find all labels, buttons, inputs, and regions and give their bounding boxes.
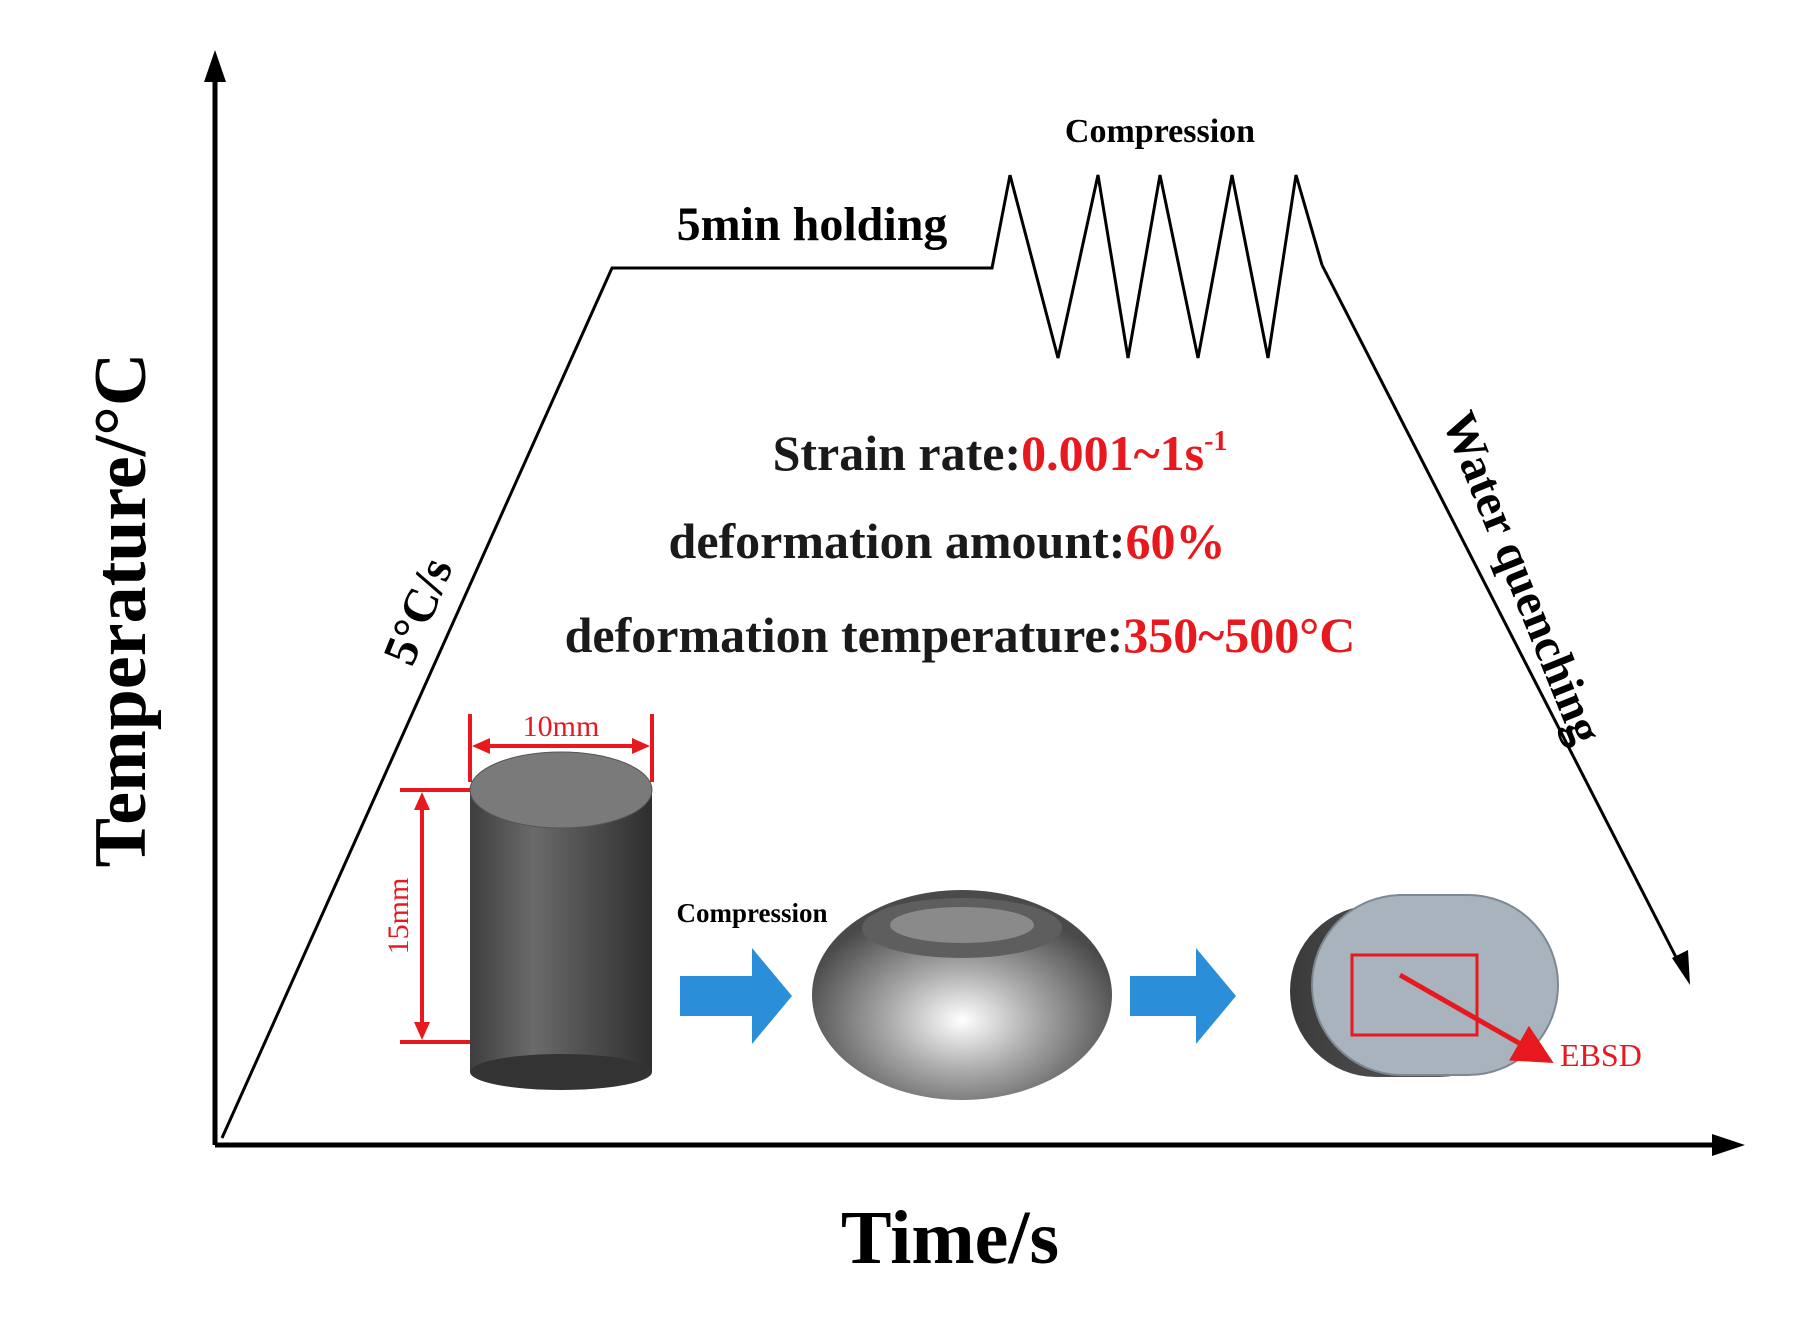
quench-line — [1320, 264, 1682, 966]
y-axis-arrow-icon — [204, 50, 226, 82]
holding-label: 5min holding — [677, 198, 948, 251]
deformation-temperature-value: 350~500°C — [1123, 607, 1355, 663]
ebsd-pointer — [1398, 972, 1554, 1063]
ebsd-label: EBSD — [1560, 1037, 1642, 1073]
quench-arrow-icon — [1672, 950, 1690, 985]
x-axis-arrow-icon — [1712, 1134, 1745, 1156]
compression-top-label: Compression — [1065, 113, 1255, 150]
deformation-amount-line: deformation amount:60% — [669, 513, 1226, 569]
deformation-amount-value: 60% — [1125, 513, 1225, 569]
y-axis — [204, 50, 226, 1145]
quench-label: Water quenching — [1432, 404, 1613, 751]
ebsd-region — [1350, 953, 1479, 1037]
deformation-temperature-line: deformation temperature:350~500°C — [565, 607, 1356, 663]
compression-specimen-label: Compression — [676, 898, 827, 928]
strain-rate-exponent: -1 — [1204, 426, 1227, 457]
height-label: 15mm — [382, 878, 415, 955]
strain-rate-value: 0.001~1s — [1021, 425, 1204, 481]
x-axis-title: Time/s — [841, 1196, 1059, 1280]
heating-rate-label: 5°C/s — [373, 550, 463, 672]
sectioned-specimen — [1290, 894, 1559, 1077]
strain-rate-line: Strain rate:0.001~1s-1 — [773, 425, 1228, 481]
deformation-amount-label: deformation amount: — [669, 513, 1126, 569]
process-curve — [220, 174, 1690, 1139]
heating-ramp — [220, 174, 1012, 1139]
x-axis — [215, 1134, 1745, 1156]
process-arrow-icon — [1130, 948, 1236, 1044]
process-arrow-icon — [680, 948, 792, 1044]
height-dimension — [400, 788, 470, 1044]
cylinder-specimen — [469, 751, 653, 1090]
compressed-specimen — [812, 890, 1112, 1100]
diameter-label: 10mm — [523, 710, 600, 743]
deformation-temperature-label: deformation temperature: — [565, 607, 1124, 663]
y-axis-title: Temperature/°C — [80, 353, 162, 868]
compression-zigzag — [1008, 174, 1324, 359]
diameter-dimension — [468, 714, 654, 782]
strain-rate-label: Strain rate: — [773, 425, 1022, 481]
